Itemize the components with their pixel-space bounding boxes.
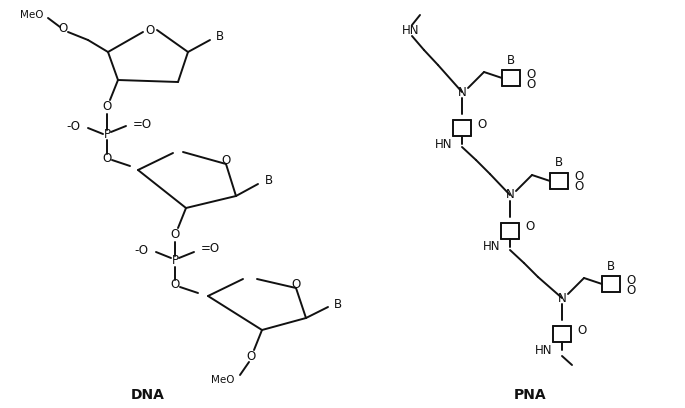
Text: O: O: [525, 220, 534, 233]
Text: O: O: [171, 279, 179, 291]
Text: O: O: [526, 78, 535, 91]
Text: B: B: [607, 259, 615, 273]
Text: B: B: [334, 297, 342, 310]
Text: B: B: [216, 31, 224, 44]
Text: O: O: [574, 171, 583, 184]
Text: HN: HN: [434, 137, 452, 151]
Text: B: B: [265, 175, 273, 188]
Text: MeO: MeO: [21, 10, 44, 20]
Text: O: O: [102, 100, 112, 113]
Text: O: O: [574, 180, 583, 193]
Text: MeO: MeO: [212, 375, 235, 385]
Text: P: P: [103, 127, 110, 140]
Text: =O: =O: [201, 242, 220, 255]
Text: HN: HN: [534, 344, 552, 357]
Text: HN: HN: [482, 240, 500, 253]
Text: PNA: PNA: [514, 388, 547, 402]
Text: O: O: [291, 279, 301, 291]
Text: O: O: [221, 155, 231, 168]
Text: O: O: [577, 324, 586, 337]
Text: HN: HN: [402, 24, 419, 36]
Text: N: N: [458, 86, 466, 98]
Text: O: O: [102, 151, 112, 164]
Text: DNA: DNA: [131, 388, 165, 402]
Text: O: O: [171, 228, 179, 240]
Text: -O: -O: [66, 120, 80, 133]
Text: O: O: [626, 273, 635, 286]
Text: P: P: [171, 255, 179, 268]
Text: B: B: [507, 53, 515, 67]
Text: O: O: [58, 22, 68, 35]
Text: O: O: [626, 284, 635, 297]
Text: B: B: [555, 157, 563, 169]
Text: O: O: [247, 350, 256, 362]
Text: O: O: [145, 24, 155, 36]
Text: =O: =O: [133, 118, 152, 131]
Text: O: O: [477, 118, 486, 131]
Text: N: N: [558, 291, 566, 304]
Text: -O: -O: [134, 244, 148, 257]
Text: O: O: [526, 67, 535, 80]
Text: N: N: [506, 188, 514, 202]
